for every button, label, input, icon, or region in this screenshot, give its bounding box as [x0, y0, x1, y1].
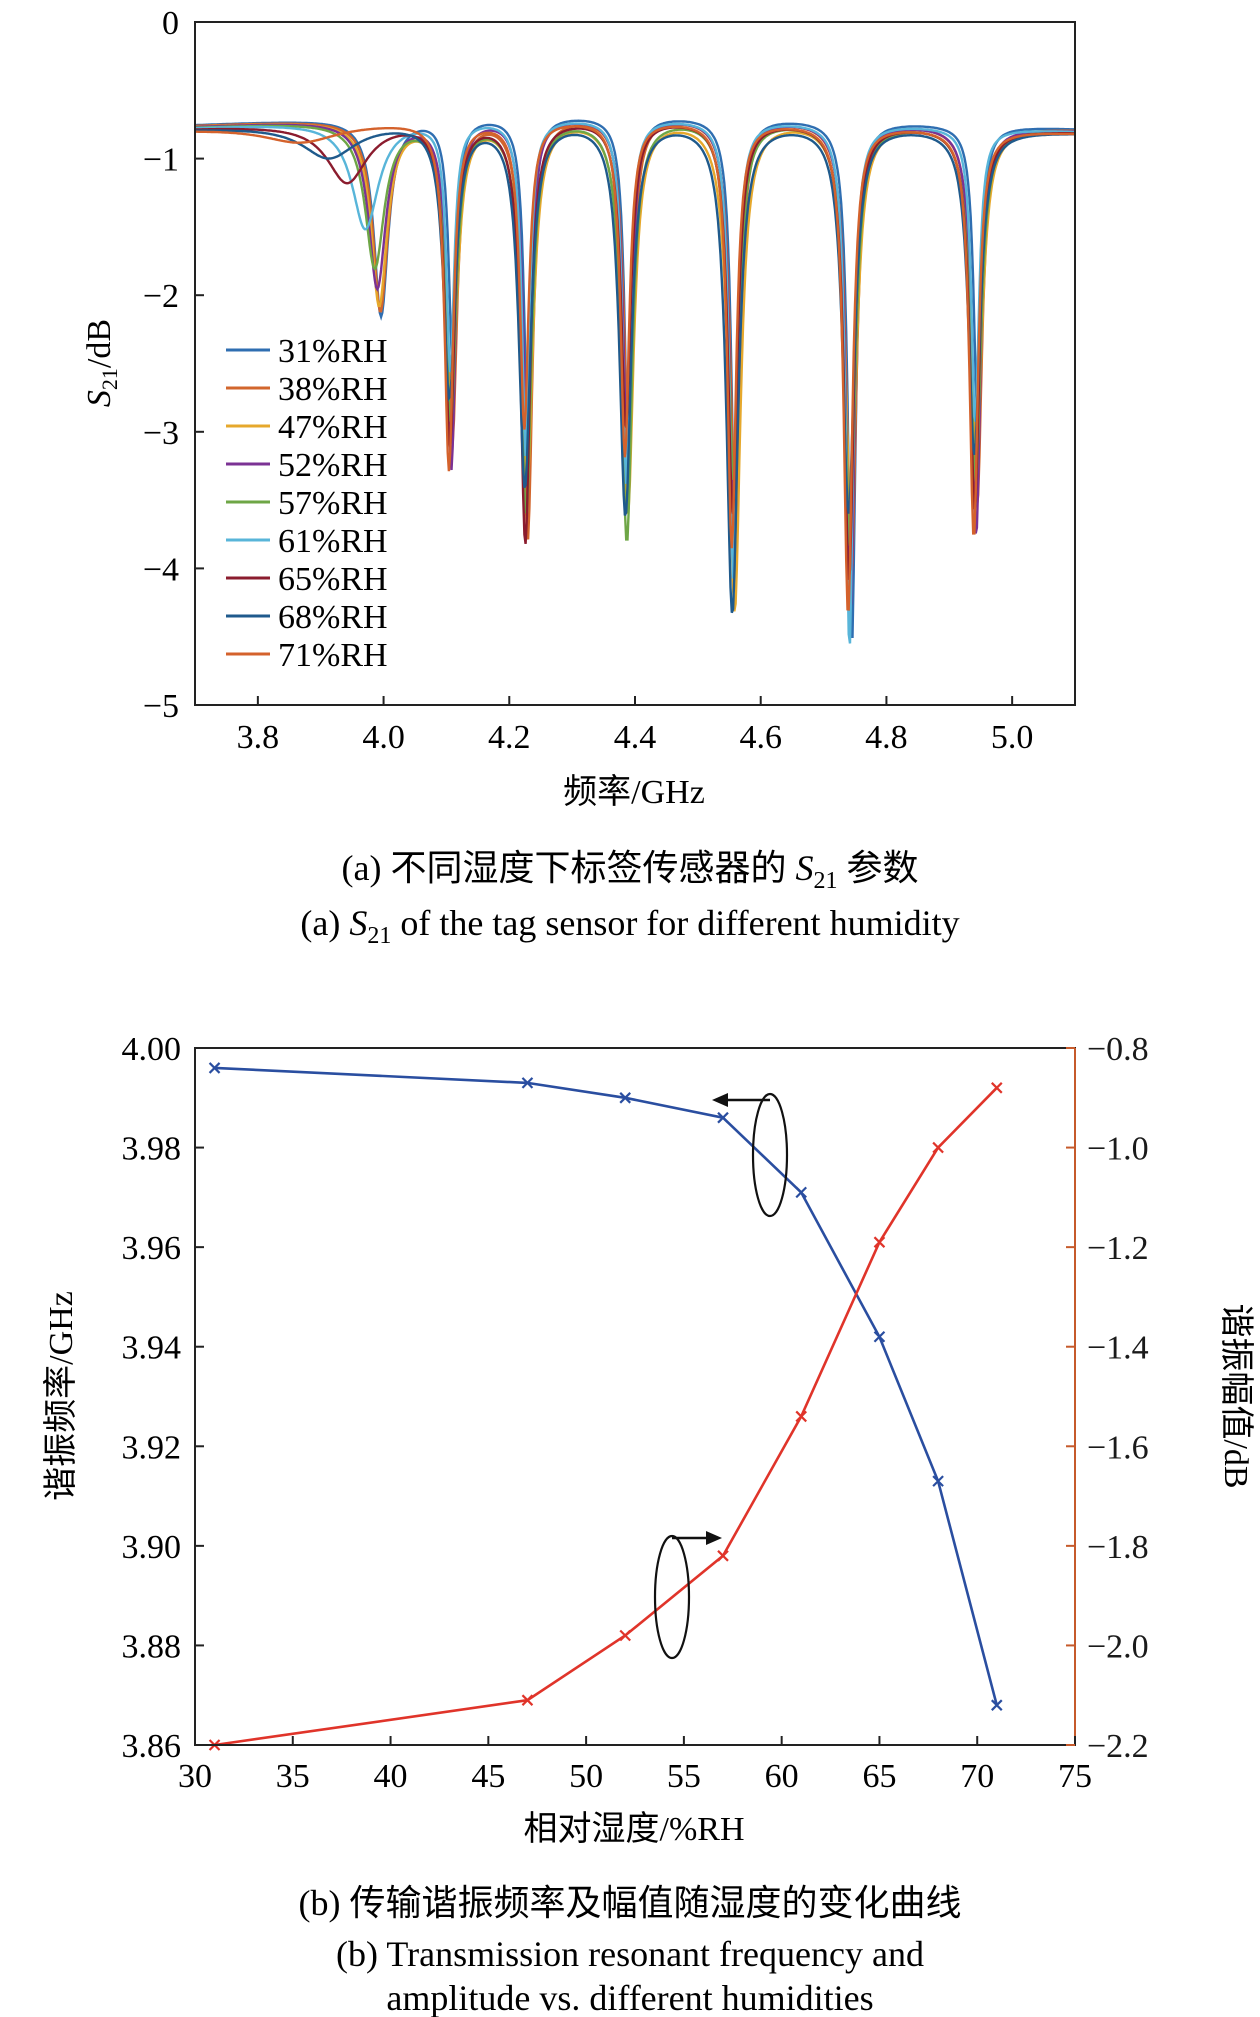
chart-a-x-tick-label: 4.2: [488, 719, 531, 756]
annotation-ellipse-frequency: [751, 1092, 789, 1218]
chart-a-y-tick-label: −4: [143, 551, 179, 588]
chart-a-y-ticks: 0 −1 −2 −3 −4 −5: [143, 5, 204, 725]
chart-b-ylabel-left: 谐振频率/GHz: [42, 1291, 80, 1501]
chart-a-x-tick-label: 4.4: [614, 719, 657, 756]
chart-b-marker-left: [619, 1092, 632, 1104]
chart-a-x-tick-label: 4.8: [865, 719, 908, 756]
chart-a-xlabel: 频率/GHz: [563, 773, 705, 811]
chart-b-right-tick-label: −1.0: [1087, 1131, 1149, 1168]
chart-b-left-tick-label: 3.92: [122, 1429, 182, 1466]
chart-b-right-ticks: −2.2 −2.0 −1.8 −1.6 −1.4 −1.2 −1.0 −0.8: [1066, 1031, 1149, 1765]
chart-b-xlabel: 相对湿度/%RH: [524, 1810, 745, 1848]
chart-b-right-tick-label: −1.2: [1087, 1230, 1149, 1267]
chart-b-left-tick-label: 3.86: [122, 1728, 182, 1765]
chart-b-left-tick-label: 3.88: [122, 1628, 182, 1665]
chart-b-marker-right: [717, 1550, 729, 1562]
chart-b-marker-right: [873, 1236, 886, 1248]
chart-b-x-tick-label: 75: [1058, 1758, 1092, 1795]
chart-a-caption-en: (a) S21 of the tag sensor for different …: [300, 903, 959, 949]
chart-b-series-line-right: [214, 1086, 998, 1747]
chart-b-x-ticks: 30 35 40 45 50 55 60 65 70 75: [178, 1736, 1092, 1795]
chart-b-marker-right: [521, 1694, 534, 1706]
legend-label: 61%RH: [278, 523, 388, 560]
chart-a: 3.8 4.0 4.2 4.4 4.6 4.8 5.0 0−1−2−3−4−5 31%RH3…: [81, 5, 1076, 949]
chart-b-left-tick-label: 4.00: [122, 1031, 182, 1068]
chart-b-x-tick-label: 65: [862, 1758, 896, 1795]
chart-a-caption-cn: (a) 不同湿度下标签传感器的 S21 参数: [342, 848, 919, 894]
chart-b-caption-en-line2: amplitude vs. different humidities: [386, 1978, 873, 2017]
chart-b-marker-left: [990, 1699, 1003, 1711]
chart-b-left-tick-label: 3.90: [122, 1529, 182, 1566]
legend-label: 57%RH: [278, 485, 388, 522]
chart-b-marker-right: [619, 1629, 632, 1642]
chart-a-series-line: [195, 129, 1075, 614]
chart-a-x-tick-label: 3.8: [237, 719, 280, 756]
chart-b-annotations: [653, 1092, 789, 1660]
chart-a-legend: 31%RH38%RH47%RH52%RH57%RH61%RH65%RH68%RH…: [226, 333, 388, 674]
chart-b-marker-left: [717, 1111, 729, 1124]
chart-b-x-tick-label: 35: [276, 1758, 310, 1795]
chart-a-y-tick-label: −2: [143, 278, 179, 315]
chart-b-x-tick-label: 30: [178, 1758, 212, 1795]
chart-b-x-tick-label: 40: [374, 1758, 408, 1795]
chart-b-series-line-left: [214, 1066, 999, 1706]
chart-b-marker-left: [521, 1077, 534, 1089]
chart-b-right-tick-label: −2.2: [1087, 1728, 1149, 1765]
chart-a-ylabel: S21/dB: [81, 319, 122, 407]
legend-label: 52%RH: [278, 447, 388, 484]
chart-b-right-tick-label: −1.4: [1087, 1330, 1149, 1367]
legend-label: 47%RH: [278, 409, 388, 446]
chart-a-y-tick-label: 0: [162, 5, 179, 42]
legend-label: 65%RH: [278, 561, 388, 598]
chart-b-marker-left: [208, 1062, 221, 1074]
chart-b-series-group: [208, 1062, 1003, 1751]
chart-a-x-tick-label: 4.0: [362, 719, 405, 756]
chart-b-x-tick-label: 70: [960, 1758, 994, 1795]
legend-label: 38%RH: [278, 371, 388, 408]
chart-b-marker-right: [795, 1410, 808, 1423]
chart-b-marker-left: [932, 1475, 944, 1487]
chart-b-marker-right: [990, 1082, 1003, 1094]
chart-b-left-tick-label: 3.98: [122, 1131, 182, 1168]
chart-b-left-ticks: 3.86 3.88 3.90 3.92 3.94 3.96 3.98 4.00: [122, 1031, 204, 1765]
arrow-right-head-icon: [706, 1531, 722, 1545]
chart-b-marker-right: [932, 1141, 944, 1154]
arrow-left-head-icon: [712, 1093, 728, 1107]
chart-a-y-tick-label: −3: [143, 415, 179, 452]
chart-b-marker-left: [873, 1330, 886, 1343]
chart-b-marker-left: [795, 1186, 808, 1199]
chart-b-right-tick-label: −2.0: [1087, 1628, 1149, 1665]
chart-b: 30 35 40 45 50 55 60 65 70 75 3.86 3.88 3.90 3.92 3.9…: [42, 1031, 1255, 2017]
chart-a-x-tick-label: 5.0: [991, 719, 1034, 756]
chart-a-y-tick-label: −1: [143, 142, 179, 179]
annotation-ellipse-amplitude: [653, 1534, 691, 1660]
chart-b-left-tick-label: 3.96: [122, 1230, 182, 1267]
chart-a-series-line: [195, 125, 1075, 611]
chart-b-x-tick-label: 45: [471, 1758, 505, 1795]
legend-label: 68%RH: [278, 599, 388, 636]
chart-b-x-tick-label: 50: [569, 1758, 603, 1795]
chart-b-caption-cn: (b) 传输谐振频率及幅值随湿度的变化曲线: [299, 1883, 962, 1923]
chart-a-x-tick-label: 4.6: [739, 719, 782, 756]
chart-a-x-ticks: 3.8 4.0 4.2 4.4 4.6 4.8 5.0: [237, 696, 1034, 756]
chart-a-series-group: [194, 119, 1076, 644]
legend-label: 71%RH: [278, 637, 388, 674]
chart-b-left-tick-label: 3.94: [122, 1330, 182, 1367]
chart-b-right-tick-label: −0.8: [1087, 1031, 1149, 1068]
chart-b-caption-en-line1: (b) Transmission resonant frequency and: [336, 1934, 924, 1974]
chart-a-y-tick-label: −5: [143, 688, 179, 725]
chart-b-x-tick-label: 55: [667, 1758, 701, 1795]
chart-b-right-tick-label: −1.8: [1087, 1529, 1149, 1566]
legend-label: 31%RH: [278, 333, 388, 370]
chart-b-ylabel-right: 谐振幅值/dB: [1217, 1303, 1255, 1488]
chart-b-right-tick-label: −1.6: [1087, 1429, 1149, 1466]
chart-b-x-tick-label: 60: [765, 1758, 799, 1795]
